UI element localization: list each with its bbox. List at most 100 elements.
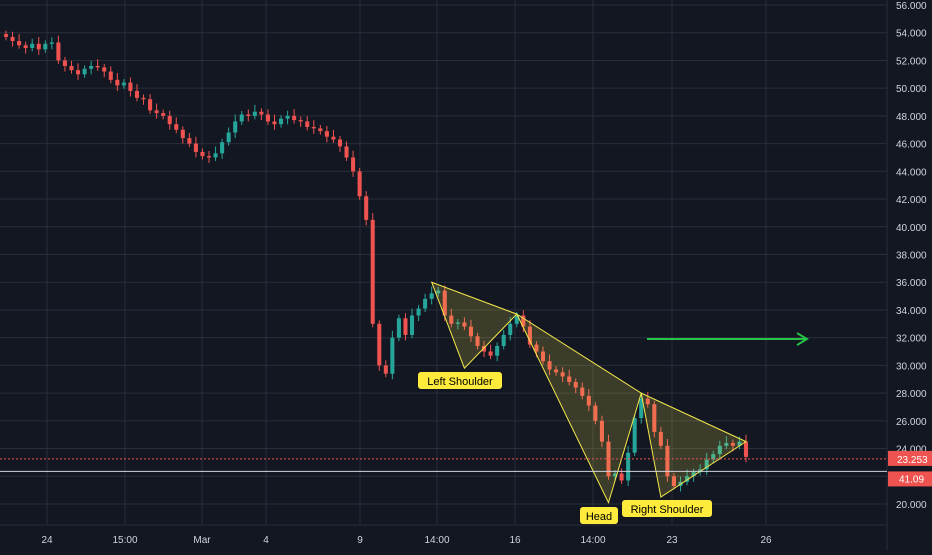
candle-body [482, 345, 487, 352]
y-tick-label: 40.000 [896, 223, 927, 234]
y-tick-label: 56.000 [896, 1, 927, 12]
level-tag-text: 41.09 [899, 474, 924, 485]
candle-body [645, 398, 650, 405]
candle-body [311, 126, 316, 129]
candle-body [252, 111, 257, 116]
candle-body [442, 290, 447, 316]
candle-body [540, 351, 546, 362]
candle-body [737, 441, 742, 446]
candle-body [279, 118, 284, 125]
x-tick-label: 16 [509, 535, 521, 546]
pattern-label-text: Right Shoulder [631, 504, 704, 516]
grid-lines [0, 0, 887, 525]
candle-body [17, 41, 22, 46]
candle-body [370, 219, 375, 324]
candle-body [416, 308, 421, 316]
candle-body [711, 454, 716, 460]
candle-body [396, 318, 401, 338]
candle-body [233, 121, 238, 133]
candle-body [495, 345, 500, 356]
candle-body [429, 293, 434, 299]
pattern-label-box [418, 372, 502, 389]
candle-body [409, 315, 415, 335]
candle-body [665, 445, 670, 477]
candle-body [206, 156, 212, 158]
pattern-label: Right Shoulder [622, 500, 712, 517]
candle-body [180, 129, 185, 139]
candle-body [462, 322, 467, 327]
candle-body [193, 143, 198, 152]
candle-body [730, 443, 735, 446]
candle-body [246, 114, 251, 116]
x-tick-label: 14:00 [424, 535, 449, 546]
pattern-label-box [580, 507, 618, 524]
x-tick-label: 9 [357, 535, 363, 546]
candle-body [187, 138, 192, 144]
candle-body [619, 473, 624, 481]
target-arrow-head [796, 332, 809, 346]
candle-body [501, 334, 506, 346]
candle-body [331, 136, 336, 140]
left-shoulder-pattern [430, 281, 518, 370]
candle-body [724, 443, 729, 446]
candle-body [134, 90, 140, 98]
candle-body [547, 361, 552, 370]
last-price-tag-box [888, 450, 932, 466]
candle-body [298, 120, 303, 122]
candle-body [652, 404, 657, 432]
candle-body [220, 142, 225, 154]
y-tick-label: 32.000 [896, 334, 927, 345]
x-tick-label: 14:00 [580, 535, 605, 546]
candle-body [3, 34, 9, 37]
pattern-label-text: Head [586, 511, 612, 523]
y-tick-label: 42.000 [896, 195, 927, 206]
candle-body [141, 97, 146, 100]
x-tick-label: Mar [193, 535, 211, 546]
candle-body [580, 387, 585, 396]
candle-body [626, 452, 631, 481]
candle-body [567, 376, 572, 383]
candle-body [639, 398, 644, 419]
candle-body [318, 128, 323, 132]
candle-body [383, 365, 388, 374]
candle-body [554, 369, 559, 373]
candle-body [115, 79, 120, 86]
candle-body [76, 70, 81, 75]
x-tick-label: 24 [41, 535, 53, 546]
candle-body [167, 115, 172, 125]
candle-body [514, 315, 519, 324]
y-tick-label: 34.000 [896, 306, 927, 317]
candle-body [174, 124, 179, 130]
candle-body [23, 45, 28, 48]
candle-body [200, 151, 205, 157]
candle-body [226, 132, 231, 143]
candle-body [521, 315, 526, 327]
candle-body [89, 65, 94, 69]
last-price-tag-text: 23.253 [897, 455, 928, 466]
x-tick-label: 15:00 [112, 535, 137, 546]
candle-body [148, 99, 153, 111]
candle-body [436, 290, 441, 294]
candle-body [82, 68, 87, 75]
candle-body [704, 459, 709, 470]
candle-body [43, 43, 48, 50]
candle-body [357, 171, 362, 197]
x-tick-label: 26 [760, 535, 772, 546]
y-tick-label: 50.000 [896, 84, 927, 95]
candle-body [95, 65, 100, 68]
candle-body [534, 344, 539, 352]
candle-body [36, 43, 41, 50]
y-tick-label: 52.000 [896, 56, 927, 67]
x-tick-label: 4 [263, 535, 269, 546]
candle-body [717, 445, 722, 455]
candle-body [128, 82, 133, 91]
y-tick-label: 44.000 [896, 167, 927, 178]
candle-body [390, 337, 395, 374]
candle-body [658, 431, 663, 446]
y-tick-label: 26.000 [896, 417, 927, 428]
candle-body [351, 157, 356, 172]
pattern-label: Left Shoulder [418, 372, 502, 389]
candle-body [121, 82, 126, 86]
